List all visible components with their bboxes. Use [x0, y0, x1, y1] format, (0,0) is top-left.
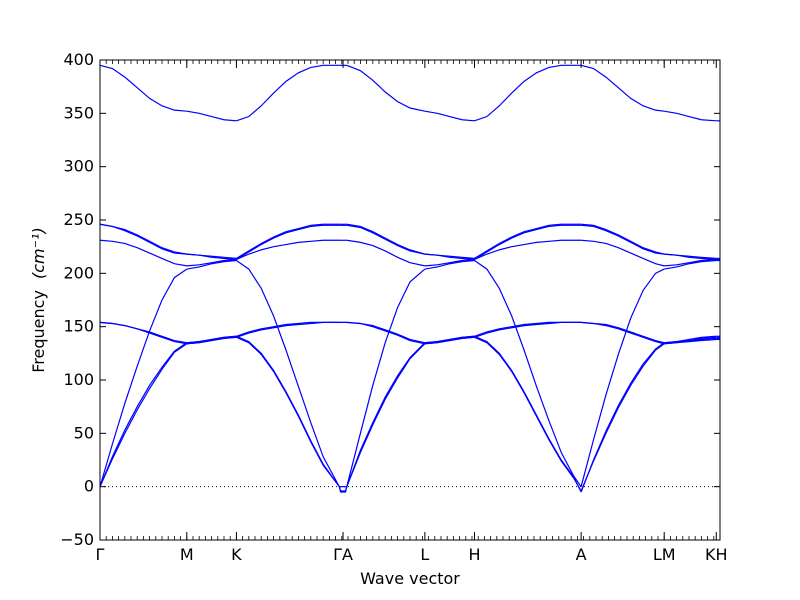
y-axis-label: Frequency (cm⁻¹)	[29, 227, 48, 372]
band-line-seg5-band4	[424, 335, 475, 344]
y-tick-label: −50	[60, 530, 94, 549]
band-line-seg8-band2	[664, 259, 717, 270]
y-tick-label: 350	[63, 103, 94, 122]
y-tick-label: 300	[63, 157, 94, 176]
band-line-seg8-band3	[664, 336, 717, 345]
band-line-seg1-band4	[186, 335, 237, 344]
y-axis-label-unit: (cm⁻¹)	[29, 227, 48, 279]
band-line-seg8-band7	[664, 253, 717, 259]
y-axis-ticks: −50 0 50 100 150 200 250 300 350 400	[60, 50, 720, 549]
band-line-seg6-band5	[474, 239, 582, 261]
band-line-seg3-band1	[338, 486, 348, 493]
y-tick-label: 200	[63, 263, 94, 282]
band-line-seg4-band6	[346, 224, 426, 255]
band-line-seg1-band8	[186, 110, 237, 122]
x-tick-label: L	[420, 545, 429, 564]
band-line-seg7-band8	[580, 64, 665, 112]
x-tick-label: ΓA	[333, 545, 353, 564]
band-line-seg5-band2	[424, 259, 475, 270]
band-line-seg0-band8	[99, 64, 187, 112]
band-line-seg6-band1	[474, 335, 582, 493]
y-tick-label: 150	[63, 317, 94, 336]
band-line-seg4-band8	[346, 64, 426, 112]
band-line-seg4-band5	[346, 239, 426, 267]
band-line-seg2-band4	[236, 321, 340, 337]
x-tick-label: Γ	[96, 545, 105, 564]
band-line-seg0-band0	[99, 343, 188, 487]
x-tick-label: H	[468, 545, 480, 564]
band-line-seg1-band3	[186, 336, 237, 345]
band-line-seg4-band7	[346, 223, 426, 255]
band-line-seg4-band0	[346, 343, 426, 487]
band-line-seg7-band2	[580, 268, 665, 487]
band-lines	[99, 64, 720, 493]
band-line-seg7-band7	[581, 223, 665, 255]
band-line-seg6-band8	[474, 64, 582, 122]
x-tick-label: KH	[705, 545, 728, 564]
band-line-seg6-band4	[474, 321, 582, 337]
y-tick-label: 250	[63, 210, 94, 229]
band-line-seg4-band1	[346, 342, 426, 487]
band-line-seg0-band7	[99, 223, 187, 255]
x-tick-label: K	[231, 545, 242, 564]
band-line-seg1-band5	[186, 258, 237, 267]
band-line-seg7-band4	[581, 321, 665, 344]
band-line-seg2-band2	[236, 260, 340, 487]
band-line-seg5-band8	[424, 110, 475, 122]
x-axis-ticks: Γ M K ΓA L H A LM KH	[96, 60, 728, 564]
y-tick-label: 100	[63, 370, 94, 389]
plot-area	[99, 59, 721, 541]
band-line-seg5-band3	[424, 336, 475, 345]
band-line-seg0-band4	[99, 321, 187, 344]
band-line-seg2-band6	[236, 224, 340, 260]
y-tick-label: 400	[63, 50, 94, 69]
band-line-seg8-band8	[664, 110, 717, 122]
band-line-seg2-band7	[236, 223, 340, 259]
band-line-seg6-band6	[474, 224, 582, 260]
x-axis-label: Wave vector	[360, 569, 460, 588]
band-line-seg8-band4	[664, 335, 717, 344]
band-line-seg8-band5	[664, 258, 717, 267]
band-line-seg5-band5	[424, 258, 475, 267]
band-line-seg5-band7	[424, 253, 475, 259]
y-tick-label: 50	[74, 423, 94, 442]
band-line-seg0-band5	[99, 239, 187, 267]
band-line-seg7-band1	[580, 342, 665, 493]
band-line-seg0-band2	[99, 268, 188, 487]
band-line-seg1-band7	[186, 253, 237, 259]
band-line-seg4-band4	[346, 321, 426, 344]
band-line-seg6-band2	[474, 260, 582, 488]
band-line-seg7-band6	[581, 224, 665, 255]
x-tick-label: LM	[653, 545, 676, 564]
band-line-seg4-band2	[346, 268, 426, 487]
x-tick-label: M	[180, 545, 194, 564]
band-line-seg2-band8	[236, 64, 340, 122]
band-line-seg1-band2	[186, 259, 237, 270]
y-axis-label-text: Frequency	[29, 290, 48, 373]
x-tick-label: A	[576, 545, 587, 564]
y-tick-label: 0	[84, 477, 94, 496]
band-line-seg6-band7	[474, 223, 582, 259]
band-line-seg2-band5	[236, 239, 340, 261]
band-line-seg0-band1	[99, 342, 188, 487]
band-line-seg7-band5	[581, 239, 665, 267]
band-line-seg2-band1	[236, 335, 340, 488]
